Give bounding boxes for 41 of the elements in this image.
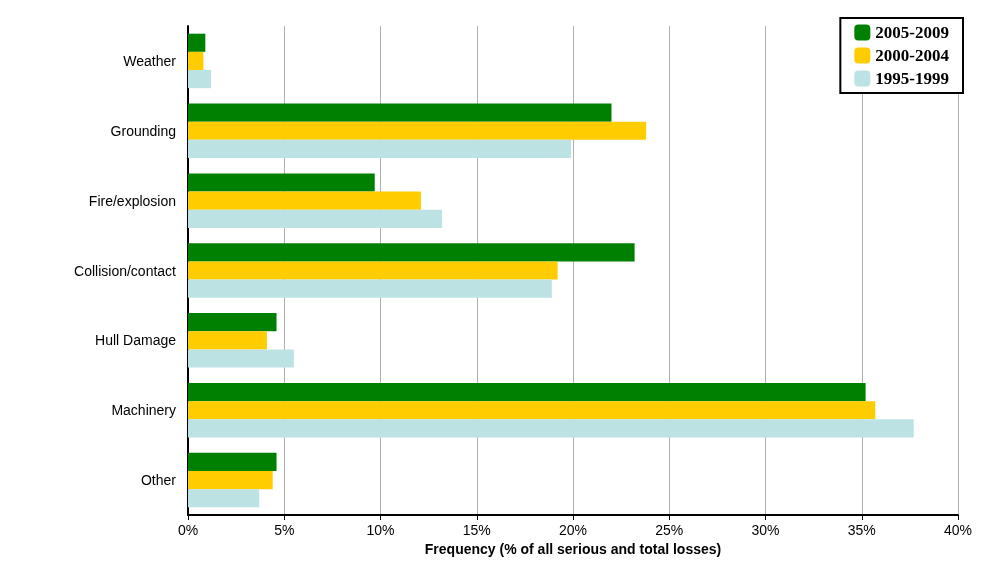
x-tick-label: 10% (366, 522, 395, 538)
bar (188, 279, 552, 298)
bar (188, 103, 612, 122)
bar (188, 209, 443, 228)
bar (188, 191, 421, 210)
x-tick-label: 40% (943, 522, 973, 538)
bar (188, 349, 294, 368)
x-axis-title: Frequency (% of all serious and total losses) (424, 540, 722, 557)
bar (188, 331, 267, 350)
y-tick-label: Weather (123, 52, 177, 69)
legend-label: 1995-1999 (875, 69, 950, 88)
bar (188, 470, 273, 490)
bar (188, 401, 876, 420)
bar (188, 33, 206, 52)
bar (188, 452, 277, 471)
bar (188, 139, 572, 159)
x-tick-label: 35% (847, 522, 876, 538)
bar (188, 173, 375, 192)
bar (188, 121, 647, 140)
bar (188, 51, 204, 71)
x-tick-label: 25% (655, 522, 684, 538)
y-tick-label: Collision/contact (74, 262, 177, 279)
x-tick-label: 5% (274, 522, 295, 538)
x-tick-label: 30% (751, 522, 780, 538)
y-tick-label: Other (140, 472, 177, 489)
y-tick-label: Machinery (111, 402, 176, 419)
bar (188, 489, 260, 508)
y-tick-label: Grounding (110, 122, 176, 139)
legend-label: 2005-2009 (875, 23, 950, 42)
bar (188, 313, 277, 332)
bar (188, 382, 866, 402)
bar (188, 70, 212, 89)
bar (188, 243, 635, 262)
bar (188, 419, 914, 438)
x-tick-label: 15% (462, 522, 491, 538)
x-tick-label: 20% (558, 522, 588, 538)
y-tick-label: Hull Damage (95, 332, 177, 349)
x-tick-label: 0% (177, 522, 199, 538)
y-tick-label: Fire/explosion (88, 192, 176, 209)
legend-label: 2000-2004 (875, 46, 950, 65)
bar (188, 261, 558, 280)
